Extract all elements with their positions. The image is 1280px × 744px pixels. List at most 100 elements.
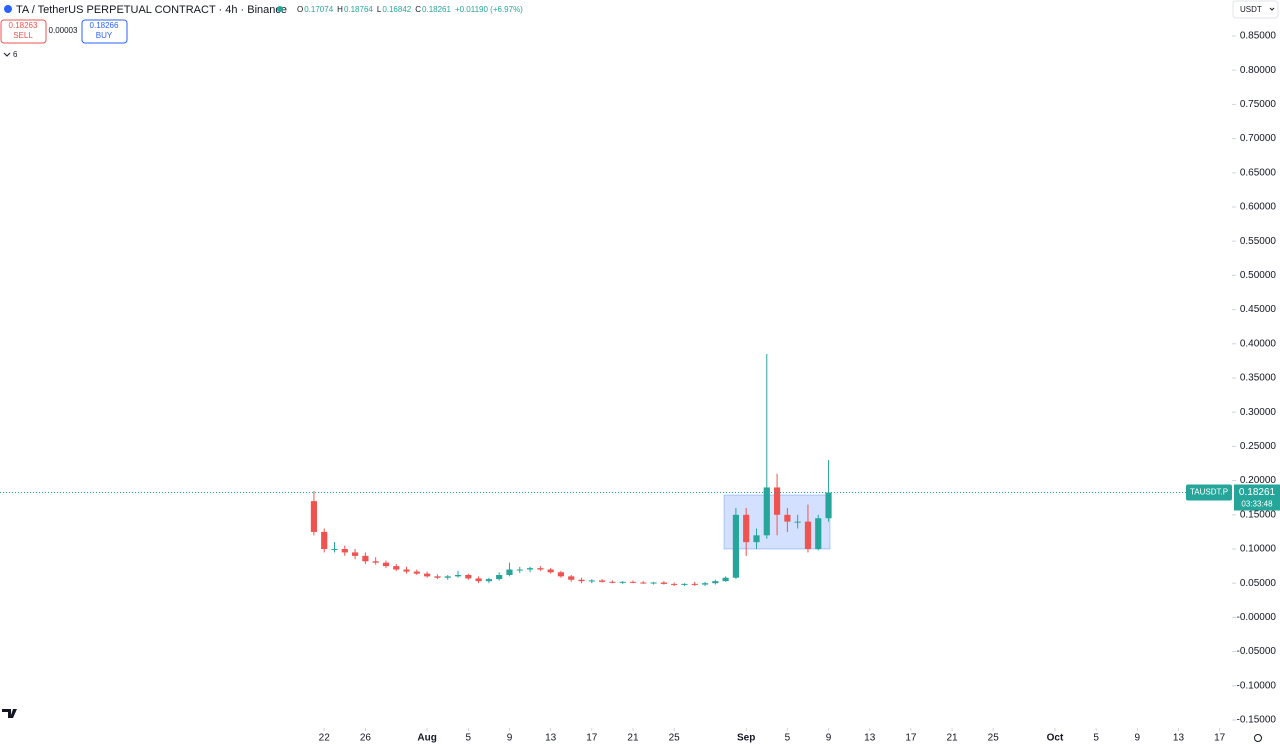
ohlc-key: H <box>337 5 343 14</box>
candle-body <box>671 583 678 585</box>
x-tick-label: 13 <box>864 733 876 744</box>
buy-price: 0.18266 <box>90 21 119 30</box>
ohlc-change: +0.01190 (+6.97%) <box>455 5 523 14</box>
candle-body <box>331 549 338 550</box>
candle-body <box>362 555 369 562</box>
candle-body <box>773 487 781 515</box>
y-tick-label: 0.25000 <box>1240 441 1277 452</box>
candle-body <box>629 581 637 583</box>
y-tick-label: 0.05000 <box>1240 578 1277 589</box>
symbol-tag-label: TAUSDT.P <box>1190 488 1228 497</box>
candle-body <box>341 549 348 553</box>
candle-body <box>352 552 359 556</box>
y-tick-label: 0.35000 <box>1240 373 1277 384</box>
x-tick-label: 9 <box>507 733 513 744</box>
candle-body <box>815 518 822 549</box>
price-tag-label: 0.18261 <box>1239 487 1276 498</box>
candle-body <box>310 501 318 532</box>
ohlc-value: 0.16842 <box>382 5 411 14</box>
settings-icon[interactable] <box>1254 734 1262 742</box>
symbol-title[interactable]: TA / TetherUS PERPETUAL CONTRACT · 4h · … <box>16 4 287 16</box>
y-tick-label: 0.10000 <box>1240 544 1277 555</box>
ohlc-key: O <box>297 5 303 14</box>
candle-body <box>496 574 503 580</box>
y-tick-label: 0.80000 <box>1240 65 1277 76</box>
x-tick-label: Sep <box>737 733 755 744</box>
candle-body <box>701 583 709 585</box>
candle-body <box>691 583 698 585</box>
buy-label: BUY <box>96 31 113 40</box>
spread: 0.00003 <box>49 26 78 35</box>
price-tag <box>1234 484 1280 511</box>
candle-body <box>454 574 462 577</box>
candle-body <box>537 568 544 570</box>
currency-button[interactable] <box>1232 0 1279 19</box>
candle-body <box>681 583 688 585</box>
currency-caret <box>1269 7 1275 11</box>
x-tick-label: 5 <box>1093 733 1099 744</box>
candle-body <box>568 576 575 580</box>
x-tick-label: 17 <box>1214 733 1226 744</box>
y-tick-label: 0.85000 <box>1240 31 1277 42</box>
candle-body <box>609 581 616 583</box>
candle-body <box>444 576 451 578</box>
ohlc-key: L <box>377 5 382 14</box>
candle-body <box>506 569 513 575</box>
y-tick-label: 0.30000 <box>1240 407 1277 418</box>
candle-body <box>753 535 760 543</box>
candle-body <box>712 581 719 584</box>
symbol-icon <box>4 5 12 13</box>
indicator-count[interactable]: 6 <box>13 50 18 59</box>
candle-body <box>784 514 791 522</box>
candle-body <box>424 573 431 577</box>
x-tick-label: Aug <box>417 733 436 744</box>
y-tick-label: 0.55000 <box>1240 236 1277 247</box>
candle-body <box>578 579 585 582</box>
ohlc-value: 0.18261 <box>422 5 451 14</box>
y-tick-label: 0.20000 <box>1240 475 1277 486</box>
candle-body <box>465 574 472 579</box>
y-tick-label: 0.60000 <box>1240 202 1277 213</box>
y-tick-label: 0.65000 <box>1240 167 1277 178</box>
candle-body <box>743 514 750 543</box>
candle-body <box>403 569 410 572</box>
ohlc-value: 0.17074 <box>304 5 333 14</box>
x-tick-label: 25 <box>669 733 681 744</box>
candle-body <box>640 582 647 584</box>
x-tick-label: 17 <box>586 733 598 744</box>
x-tick-label: Oct <box>1047 733 1064 744</box>
candle-body <box>825 492 832 519</box>
candle-body <box>516 569 523 571</box>
x-tick-label: 5 <box>466 733 472 744</box>
x-tick-label: 9 <box>826 733 832 744</box>
candle-body <box>526 568 534 570</box>
candle-body <box>485 579 492 582</box>
y-tick-label: 0.70000 <box>1240 133 1277 144</box>
y-tick-label: 0.50000 <box>1240 270 1277 281</box>
status-dot <box>277 6 283 12</box>
candle-body <box>372 561 379 563</box>
y-tick-label: 0.45000 <box>1240 304 1277 315</box>
candle-body <box>547 569 554 573</box>
candle-body <box>588 580 595 582</box>
candle-body <box>619 581 626 583</box>
collapse-icon[interactable] <box>3 52 11 57</box>
ohlc-legend: O 0.17074 H 0.18764 L 0.16842 C 0.18261 +0.01190… <box>297 5 523 14</box>
x-tick-label: 26 <box>360 733 372 744</box>
candle-body <box>650 582 657 584</box>
candle-body <box>475 578 482 582</box>
sell-button[interactable] <box>0 19 47 44</box>
candle-body <box>321 531 328 549</box>
candle-body <box>763 487 770 536</box>
y-tick-label: -0.05000 <box>1237 646 1277 657</box>
ohlc-key: C <box>415 5 421 14</box>
countdown: 03:33:48 <box>1241 500 1273 509</box>
buy-button[interactable] <box>81 19 128 44</box>
candle-body <box>393 566 400 570</box>
x-tick-label: 17 <box>905 733 917 744</box>
candle-body <box>804 521 812 549</box>
candle-body <box>732 514 739 578</box>
candle-body <box>722 577 729 582</box>
